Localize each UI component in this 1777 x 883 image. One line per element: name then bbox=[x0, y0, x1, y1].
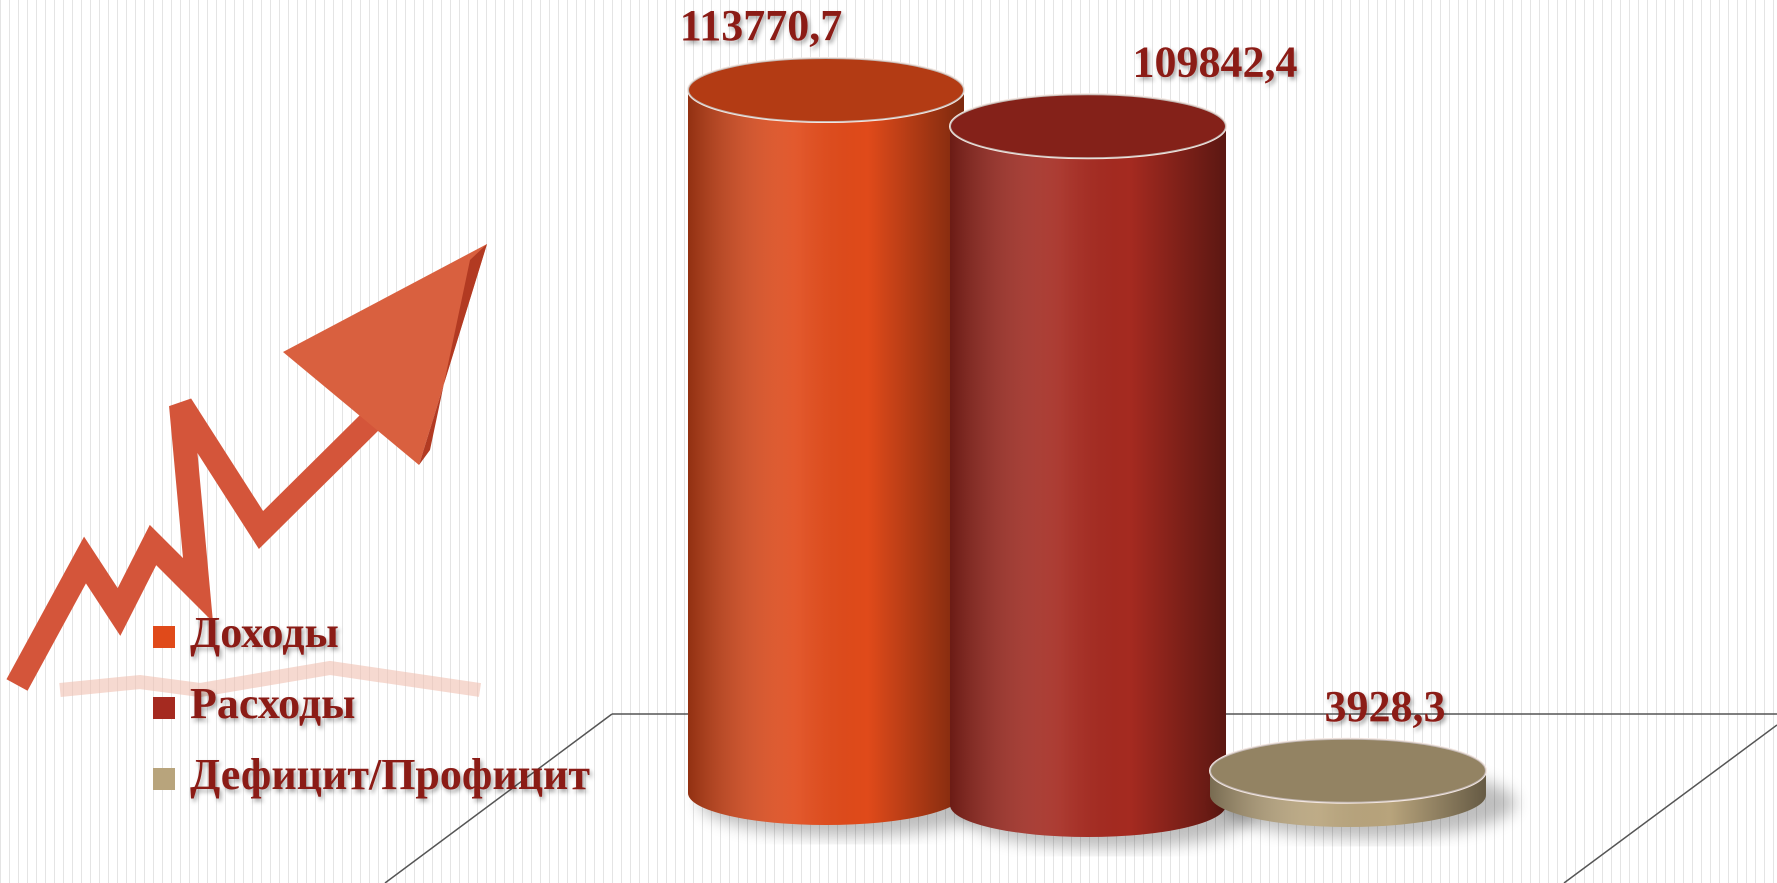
legend-label: Дефицит/Профицит bbox=[190, 750, 590, 799]
legend-label: Расходы bbox=[190, 679, 356, 728]
bar-top-shade bbox=[950, 94, 1226, 158]
data-label: 109842,4 bbox=[1133, 37, 1298, 86]
bar-shade bbox=[688, 90, 964, 825]
data-label: 3928,3 bbox=[1325, 682, 1446, 731]
legend-swatch bbox=[153, 626, 175, 648]
bar bbox=[688, 58, 964, 825]
bar bbox=[1210, 739, 1486, 827]
data-label: 113770,7 bbox=[680, 1, 843, 50]
bar-top-shade bbox=[688, 58, 964, 122]
chart: 113770,7 109842,4 3928,3 Доходы Расходы Дефи… bbox=[0, 0, 1777, 883]
legend-swatch bbox=[153, 768, 175, 790]
bar-top-shade bbox=[1210, 739, 1486, 803]
bar-shade bbox=[950, 126, 1226, 837]
legend-label: Доходы bbox=[190, 608, 339, 657]
bar bbox=[950, 94, 1226, 837]
legend-swatch bbox=[153, 697, 175, 719]
